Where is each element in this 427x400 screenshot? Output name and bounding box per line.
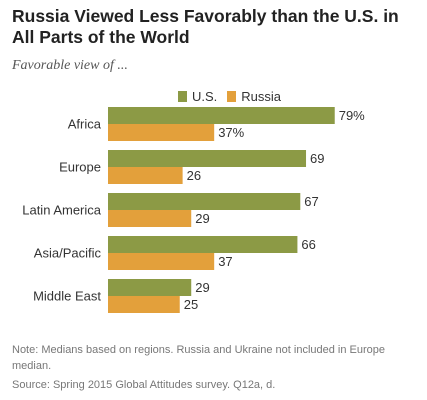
category-label-europe: Europe xyxy=(59,159,101,174)
chart-subtitle: Favorable view of ... xyxy=(12,58,128,73)
bar-russia-africa xyxy=(108,124,215,141)
value-label-russia-africa: 37% xyxy=(218,125,244,140)
value-label-russia-middle-east: 25 xyxy=(184,297,198,312)
bar-u-s-middle-east xyxy=(108,279,192,296)
bar-chart: Africa 79% 37% Europe 69 26 Latin America 67 29 A… xyxy=(22,107,365,313)
value-label-russia-europe: 26 xyxy=(187,168,201,183)
bar-u-s-africa xyxy=(108,107,335,124)
bar-u-s-europe xyxy=(108,150,307,167)
value-label-u-s-middle-east: 29 xyxy=(195,280,209,295)
chart-note: Note: Medians based on regions. Russia a… xyxy=(12,344,386,372)
chart-title: Russia Viewed Less Favorably than the U.… xyxy=(12,6,399,47)
legend-label-russia: Russia xyxy=(241,89,282,104)
value-label-u-s-asia-pacific: 66 xyxy=(301,237,315,252)
category-label-africa: Africa xyxy=(68,116,102,131)
chart-source: Source: Spring 2015 Global Attitudes sur… xyxy=(12,379,276,391)
category-label-asia-pacific: Asia/Pacific xyxy=(34,245,102,260)
legend-item-us: U.S. xyxy=(178,89,217,104)
bar-russia-middle-east xyxy=(108,296,180,313)
bar-russia-latin-america xyxy=(108,210,192,227)
bar-u-s-latin-america xyxy=(108,193,301,210)
value-label-u-s-europe: 69 xyxy=(310,151,324,166)
bar-russia-asia-pacific xyxy=(108,253,215,270)
value-label-russia-asia-pacific: 37 xyxy=(218,254,232,269)
value-label-u-s-latin-america: 67 xyxy=(304,194,318,209)
legend-label-us: U.S. xyxy=(192,89,218,104)
legend-swatch-russia xyxy=(227,91,237,102)
category-label-latin-america: Latin America xyxy=(22,202,102,217)
chart-legend: U.S. Russia xyxy=(178,89,281,104)
value-label-u-s-africa: 79% xyxy=(339,108,365,123)
bar-u-s-asia-pacific xyxy=(108,236,298,253)
legend-swatch-us xyxy=(178,91,187,102)
legend-item-russia: Russia xyxy=(227,89,281,104)
category-label-middle-east: Middle East xyxy=(33,288,101,303)
value-label-russia-latin-america: 29 xyxy=(195,211,209,226)
bar-russia-europe xyxy=(108,167,183,184)
